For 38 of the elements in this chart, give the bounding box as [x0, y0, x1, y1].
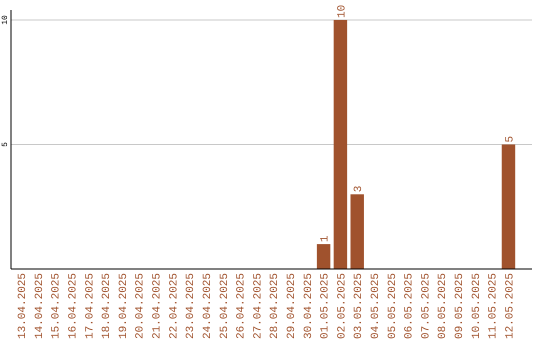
data-label: 1	[320, 235, 332, 242]
x-tick-label: 26.04.2025	[236, 273, 248, 340]
x-tick-label: 03.05.2025	[353, 273, 366, 340]
bar	[350, 194, 364, 269]
x-tick-label: 06.05.2025	[404, 273, 416, 340]
x-tick-label: 14.04.2025	[34, 273, 46, 340]
bar	[316, 244, 330, 269]
x-tick-label: 09.05.2025	[454, 273, 466, 340]
x-tick-label: 08.05.2025	[437, 273, 450, 340]
x-tick-label: 21.04.2025	[152, 273, 164, 340]
x-tick-label: 11.05.2025	[488, 273, 500, 340]
bar	[334, 20, 348, 269]
data-label: 10	[336, 4, 348, 18]
x-tick-label: 04.05.2025	[370, 273, 382, 340]
x-tick-label: 05.05.2025	[386, 273, 399, 340]
data-label: 3	[353, 186, 366, 192]
x-tick-label: 22.04.2025	[168, 273, 180, 340]
x-tick-label: 20.04.2025	[134, 273, 147, 340]
x-tick-label: 27.04.2025	[252, 273, 264, 340]
x-tick-label: 25.04.2025	[218, 273, 231, 340]
data-label: 5	[504, 136, 516, 142]
x-tick-label: 17.04.2025	[84, 273, 96, 340]
x-tick-label: 16.04.2025	[68, 273, 80, 340]
x-tick-label: 12.05.2025	[504, 273, 516, 340]
x-tick-label: 18.04.2025	[101, 273, 114, 340]
x-tick-label: 07.05.2025	[420, 273, 432, 340]
x-tick-label: 19.04.2025	[118, 273, 130, 340]
bar	[502, 144, 516, 269]
x-tick-label: 10.05.2025	[470, 273, 483, 340]
x-tick-label: 24.04.2025	[202, 273, 214, 340]
x-tick-label: 30.04.2025	[302, 273, 315, 340]
x-tick-label: 29.04.2025	[286, 273, 298, 340]
x-tick-label: 13.04.2025	[17, 273, 30, 340]
x-tick-label: 15.04.2025	[50, 273, 63, 340]
x-tick-label: 01.05.2025	[320, 273, 332, 340]
x-tick-label: 02.05.2025	[336, 273, 348, 340]
x-tick-label: 23.04.2025	[185, 273, 198, 340]
x-tick-label: 28.04.2025	[269, 273, 282, 340]
